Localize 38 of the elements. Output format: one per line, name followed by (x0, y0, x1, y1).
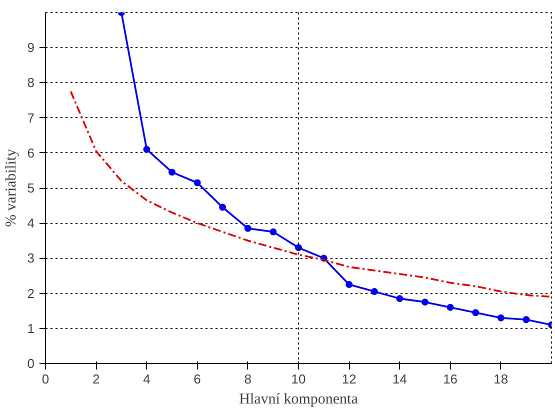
x-tick-label: 18 (494, 372, 508, 386)
line-series (70, 90, 552, 298)
x-axis-title: Hlavní komponenta (239, 392, 358, 408)
point (472, 309, 480, 316)
point (194, 179, 201, 186)
x-tick-label: 4 (143, 372, 150, 386)
point (295, 244, 302, 252)
point (396, 295, 404, 302)
y-tick-label: 5 (27, 180, 35, 196)
y-tick-label: 2 (27, 286, 35, 301)
x-tick-label: 8 (244, 372, 252, 386)
point (346, 281, 353, 288)
point (143, 146, 150, 153)
y-tick-label: 1 (27, 320, 35, 336)
point (168, 168, 176, 176)
point (497, 314, 504, 322)
point (446, 304, 454, 311)
y-tick-label: 4 (27, 216, 35, 231)
y-tick-label: 0 (27, 356, 35, 371)
point (522, 316, 530, 324)
x-tick-label: 10 (291, 372, 306, 386)
x-tick-label: 16 (443, 372, 458, 386)
x-tick-label: 14 (392, 372, 407, 386)
y-tick-label: 6 (27, 145, 35, 160)
point (270, 228, 277, 236)
x-tick-label: 6 (194, 372, 201, 386)
x-tick-label: 2 (92, 372, 100, 386)
point (370, 288, 378, 296)
x-tick-label: 12 (342, 372, 356, 386)
y-tick-label: 9 (27, 40, 35, 56)
point (219, 204, 226, 211)
y-axis-title: % variability (3, 148, 20, 227)
point (422, 298, 428, 306)
y-tick-label: 7 (27, 110, 35, 126)
y-tick-label: 3 (27, 250, 35, 266)
y-tick-label: 8 (27, 75, 35, 90)
x-tick-label: 0 (42, 372, 50, 386)
point (244, 224, 252, 232)
